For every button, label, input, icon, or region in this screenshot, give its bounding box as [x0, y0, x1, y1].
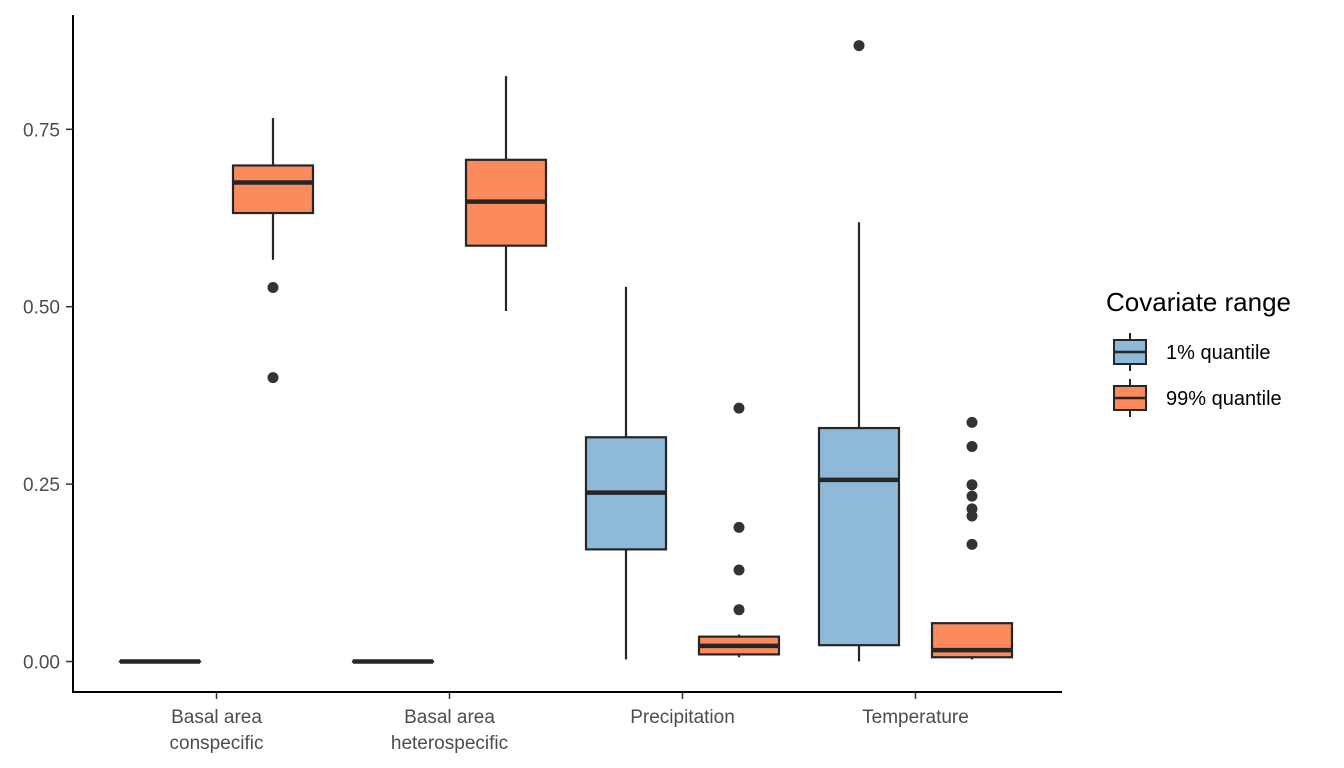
y-tick-label: 0.25 [23, 475, 60, 496]
legend-title: Covariate range [1106, 287, 1291, 317]
outlier-point [966, 490, 978, 502]
legend-item: 99% quantile [1113, 379, 1282, 417]
y-tick-label: 0.75 [23, 120, 60, 141]
x-tick-label: heterospecific [391, 733, 508, 754]
box-body [817, 426, 901, 647]
outlier-point [853, 40, 865, 52]
legend-label: 99% quantile [1166, 388, 1282, 410]
box-q01-3 [817, 40, 901, 662]
outlier-point [966, 510, 978, 522]
outlier-point [267, 372, 279, 384]
outlier-point [267, 282, 279, 294]
legend-item: 1% quantile [1113, 333, 1271, 371]
axes: 0.00 0.25 0.50 0.75 Basal area conspecific Bas… [23, 15, 1062, 754]
box-q99-2 [697, 402, 781, 658]
x-tick-label: Temperature [862, 707, 969, 728]
legend-label: 1% quantile [1166, 342, 1271, 364]
outlier-point [966, 538, 978, 550]
outlier-point [733, 521, 745, 533]
box-q99-0 [231, 117, 315, 384]
box-q01-2 [584, 286, 668, 660]
outlier-point [966, 416, 978, 428]
outlier-point [966, 479, 978, 491]
box-body [231, 164, 315, 215]
x-tick-label: Basal area [171, 707, 262, 728]
outlier-point [733, 564, 745, 576]
x-tick-label: conspecific [170, 733, 264, 754]
box-q99-1 [464, 76, 548, 311]
plot-area [118, 40, 1014, 664]
y-tick-label: 0.50 [23, 298, 60, 319]
outlier-point [733, 402, 745, 414]
x-tick-label: Basal area [404, 707, 495, 728]
legend: Covariate range 1% quantile 99% quantile [1106, 287, 1291, 417]
outlier-point [733, 604, 745, 616]
x-tick-label: Precipitation [630, 707, 735, 728]
outlier-point [966, 440, 978, 452]
y-tick-label: 0.00 [23, 653, 60, 674]
box-q99-3 [930, 416, 1014, 660]
